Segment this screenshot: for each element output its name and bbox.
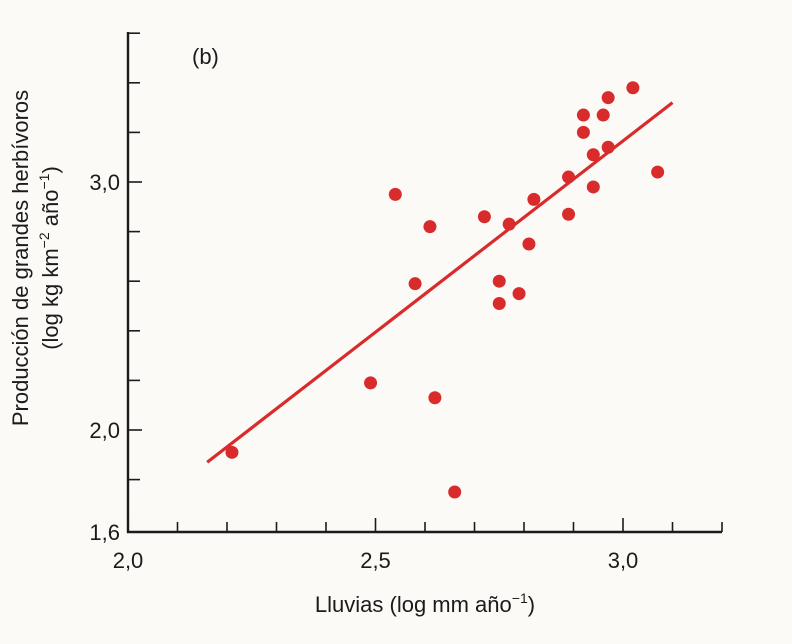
- data-point: [428, 391, 442, 405]
- x-tick-label: 2,5: [360, 548, 391, 573]
- data-point: [477, 210, 491, 224]
- x-ticks: 2,0 2,5 3,0: [113, 518, 723, 573]
- data-point: [576, 108, 590, 122]
- data-point: [576, 125, 590, 139]
- data-point: [586, 180, 600, 194]
- data-point: [562, 170, 576, 184]
- x-axis-title: Lluvias (log mm año−1): [315, 590, 535, 617]
- y-tick-label: 2,0: [89, 418, 120, 443]
- data-point: [626, 81, 640, 95]
- data-point: [651, 165, 665, 179]
- data-point: [596, 108, 610, 122]
- data-point: [527, 192, 541, 206]
- data-point: [448, 485, 462, 499]
- data-points: [225, 81, 665, 499]
- data-point: [586, 148, 600, 162]
- data-point: [492, 274, 506, 288]
- data-point: [423, 220, 437, 234]
- data-point: [502, 217, 516, 231]
- data-point: [512, 287, 526, 301]
- panel-label: (b): [192, 44, 219, 69]
- x-tick-label: 3,0: [608, 548, 639, 573]
- data-point: [522, 237, 536, 251]
- data-point: [562, 207, 576, 221]
- y-tick-label: 1,6: [89, 520, 120, 545]
- y-tick-label: 3,0: [89, 170, 120, 195]
- y-axis-title-line2: (log kg km−2 año−1): [36, 166, 63, 350]
- data-point: [388, 187, 402, 201]
- data-point: [364, 376, 378, 390]
- data-point: [225, 445, 239, 459]
- data-point: [601, 140, 615, 154]
- data-point: [408, 277, 422, 291]
- data-point: [601, 91, 615, 105]
- y-axis-title-line1: Producción de grandes herbívoros: [8, 90, 33, 426]
- axes: [126, 32, 722, 534]
- axis-frame: [126, 32, 722, 534]
- x-tick-label: 2,0: [113, 548, 144, 573]
- regression-line: [206, 101, 674, 464]
- data-point: [492, 297, 506, 311]
- y-ticks: 1,6 2,0 3,0: [89, 32, 142, 545]
